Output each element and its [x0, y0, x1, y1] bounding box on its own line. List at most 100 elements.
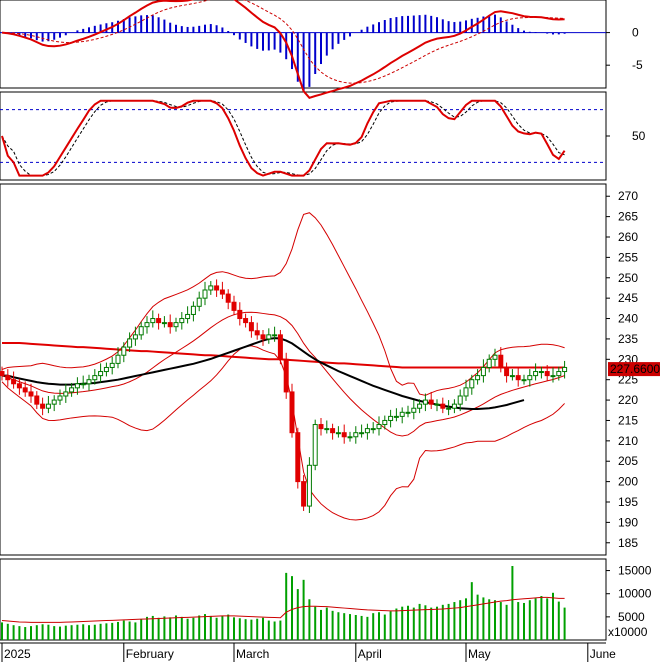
candle-body	[45, 403, 51, 409]
candle-body	[231, 301, 237, 311]
price-tick-label: 200	[618, 475, 638, 489]
candle-body	[446, 407, 452, 410]
candle-body	[248, 322, 254, 332]
price-tick-label: 240	[618, 312, 638, 326]
candle-body	[11, 379, 17, 385]
osc-k-line	[1, 99, 566, 177]
candle-body	[521, 379, 527, 382]
candle-body	[312, 424, 318, 466]
price-tick-label: 220	[618, 393, 638, 407]
candle-body	[185, 313, 191, 320]
price-tick-label: 185	[618, 536, 638, 550]
price-tick-label: 265	[618, 210, 638, 224]
candle-body	[266, 334, 272, 340]
candle-body	[115, 354, 121, 364]
macd-panel	[0, 0, 606, 99]
candle-body	[277, 334, 283, 360]
candle-body	[434, 403, 440, 406]
candle-body	[417, 403, 423, 409]
candle-body	[562, 366, 568, 373]
candle-body	[544, 371, 550, 377]
candle-body	[179, 318, 185, 324]
vol-tick-label: 10000	[618, 587, 652, 601]
macd-tick-label: 0	[632, 26, 639, 40]
candle-body	[98, 371, 104, 377]
candle-body	[132, 334, 138, 340]
candle-body	[127, 338, 133, 348]
candle-body	[376, 424, 382, 430]
candle-body	[306, 464, 312, 507]
candle-body	[63, 391, 69, 397]
candle-body	[509, 375, 515, 378]
candle-body	[388, 415, 394, 421]
oscillator-panel	[0, 99, 606, 177]
candle-body	[492, 354, 498, 360]
price-tick-label: 270	[618, 189, 638, 203]
volume-panel	[1, 565, 566, 640]
candle-body	[219, 289, 225, 295]
volume-ma-line	[1, 596, 565, 623]
panel-frames	[0, 0, 607, 644]
volume-unit-label: x10000	[608, 625, 648, 639]
price-tick-label: 250	[618, 271, 638, 285]
candle-body	[382, 419, 388, 426]
candle-body	[243, 318, 249, 324]
candle-body	[411, 407, 417, 413]
month-label: June	[590, 647, 616, 661]
candle-body	[138, 326, 144, 336]
candle-body	[196, 297, 202, 307]
candle-body	[422, 399, 428, 405]
candle-body	[156, 318, 162, 324]
candle-body	[167, 322, 173, 328]
candle-body	[515, 375, 521, 381]
price-tick-label: 235	[618, 332, 638, 346]
candle-body	[480, 366, 486, 377]
candle-body	[86, 379, 92, 385]
candle-body	[109, 362, 115, 368]
candle-body	[301, 481, 307, 507]
price-panel	[0, 212, 568, 521]
candle-body	[353, 432, 359, 438]
macd-tick-label: -5	[632, 58, 643, 72]
candle-body	[121, 346, 127, 356]
candle-body	[34, 395, 40, 405]
candle-body	[463, 387, 469, 397]
candle-body	[254, 330, 260, 336]
candle-body	[504, 366, 510, 377]
month-label: March	[236, 647, 269, 661]
candle-body	[457, 395, 463, 405]
macd-line	[1, 0, 565, 99]
upper-band	[1, 212, 565, 396]
candle-body	[272, 334, 278, 337]
candle-body	[283, 358, 289, 393]
axes: 1851901952002052102152202252302352402452…	[1, 26, 660, 662]
candle-body	[324, 428, 330, 431]
candle-body	[173, 322, 179, 328]
candle-body	[399, 411, 405, 417]
candle-body	[40, 403, 46, 409]
candle-body	[289, 391, 295, 434]
candle-body	[57, 395, 63, 401]
candle-body	[533, 371, 539, 377]
month-label: 2025	[4, 647, 31, 661]
vol-tick-label: 5000	[618, 610, 645, 624]
candle-body	[335, 432, 341, 435]
candle-body	[22, 387, 28, 393]
candle-body	[237, 309, 243, 320]
candle-body	[51, 399, 57, 405]
sma-long-line	[2, 342, 565, 369]
price-tick-label: 205	[618, 454, 638, 468]
candle-body	[28, 391, 34, 397]
last-price-label: 227.6600	[610, 362, 660, 376]
candle-body	[144, 322, 150, 328]
candle-body	[469, 379, 475, 389]
macd-signal-line	[1, 0, 565, 84]
candle-body	[161, 322, 167, 325]
candle-body	[260, 334, 266, 340]
price-tick-label: 260	[618, 230, 638, 244]
candle-body	[225, 293, 231, 303]
candle-body	[359, 432, 365, 435]
candle-body	[428, 399, 434, 405]
candle-body	[330, 428, 336, 434]
price-tick-label: 210	[618, 434, 638, 448]
